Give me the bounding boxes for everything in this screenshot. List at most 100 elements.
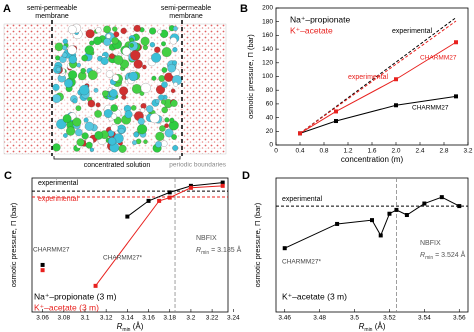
molecule-sphere	[83, 117, 89, 123]
molecule-sphere	[81, 54, 88, 62]
membrane-label: membrane	[35, 13, 69, 20]
annotation: CHARMM27*	[103, 255, 142, 262]
data-point	[220, 180, 225, 185]
y-tick-label: 140	[262, 46, 273, 53]
membrane-label: membrane	[169, 13, 203, 20]
data-point	[167, 190, 172, 195]
x-tick-label: 0.4	[295, 148, 304, 155]
molecule-sphere	[155, 99, 160, 104]
molecule-sphere	[68, 55, 78, 64]
molecule-sphere	[169, 117, 175, 123]
molecule-sphere	[129, 43, 134, 48]
molecule-sphere	[103, 109, 113, 118]
molecule-sphere	[103, 38, 111, 46]
molecule-sphere	[66, 126, 76, 136]
molecules	[52, 23, 183, 153]
x-tick-label: 2.4	[415, 148, 424, 155]
molecule-sphere	[93, 36, 102, 46]
molecule-sphere	[52, 94, 61, 103]
annotation: CHARMM27*	[282, 259, 321, 266]
molecule-sphere	[112, 26, 118, 32]
molecule-sphere	[107, 137, 117, 146]
x-tick-label: 3.12	[100, 315, 113, 322]
molecule-sphere	[161, 81, 168, 88]
molecule-sphere	[140, 82, 151, 93]
panel-a: A semi-permeable membrane semi-permeable…	[3, 3, 227, 169]
data-point	[93, 283, 98, 288]
x-tick-label: 3.46	[278, 315, 291, 322]
x-tick-label: 3.16	[142, 315, 155, 322]
molecule-sphere	[164, 128, 174, 138]
data-point	[370, 218, 374, 223]
data-point	[40, 268, 45, 273]
data-point	[394, 103, 398, 108]
plot-frame	[31, 177, 229, 313]
nbfix-label: NBFIX	[196, 235, 217, 242]
molecule-sphere	[149, 27, 157, 35]
y-tick-label: 180	[262, 18, 273, 25]
data-point	[394, 207, 399, 212]
molecule-sphere	[75, 128, 83, 137]
x-tick-label: 3.2	[463, 148, 472, 155]
molecule-sphere	[94, 110, 102, 118]
molecule-sphere	[156, 85, 166, 95]
data-point	[335, 221, 340, 226]
x-tick-label: 3.2	[186, 315, 195, 322]
series-line	[299, 41, 457, 134]
molecule-sphere	[164, 123, 169, 129]
membrane-label: semi-permeable	[161, 5, 211, 12]
boundary-label: periodic boundaries	[169, 162, 226, 169]
molecule-sphere	[62, 38, 68, 45]
molecule-sphere	[88, 70, 98, 80]
x-tick-label: 3.18	[163, 315, 176, 322]
data-point	[157, 198, 162, 203]
molecule-sphere	[172, 145, 179, 151]
molecule-sphere	[68, 25, 77, 34]
legend-label: K⁺–acetate (3 m)	[282, 291, 347, 301]
molecule-sphere	[161, 67, 168, 73]
molecule-sphere	[151, 75, 157, 81]
data-point	[298, 131, 302, 136]
molecule-sphere	[81, 132, 89, 140]
subscript: min	[122, 327, 130, 332]
molecule-sphere	[130, 105, 137, 111]
text: = 3.185 Å	[209, 245, 241, 254]
molecule-sphere	[55, 66, 61, 72]
x-tick-label: 3.48	[313, 315, 326, 322]
molecule-sphere	[62, 45, 67, 51]
molecule-sphere	[52, 143, 61, 152]
x-tick-label: 1.2	[343, 148, 352, 155]
data-point	[334, 109, 338, 114]
x-tick-label: 3.22	[206, 315, 219, 322]
molecule-sphere	[85, 141, 93, 149]
data-point	[220, 183, 225, 188]
experimental-label: experimental	[282, 196, 323, 203]
molecule-sphere	[172, 47, 178, 53]
molecule-sphere	[170, 99, 178, 107]
molecule-sphere	[171, 134, 177, 140]
molecule-sphere	[149, 113, 160, 124]
molecule-sphere	[52, 83, 60, 91]
molecule-sphere	[158, 94, 165, 101]
text: (Å)	[130, 322, 143, 331]
molecule-sphere	[137, 117, 145, 125]
molecule-sphere	[132, 140, 137, 146]
y-axis-label: osmotic pressure, Π (bar)	[246, 34, 255, 119]
nbfix-rmin: Rmin = 3.524 Å	[420, 250, 466, 261]
molecule-sphere	[63, 133, 68, 138]
x-tick-label: 3.56	[453, 315, 466, 322]
molecule-sphere	[142, 44, 148, 50]
molecule-sphere	[142, 64, 147, 70]
molecule-sphere	[133, 131, 140, 138]
panel-letter: A	[3, 3, 11, 15]
molecule-sphere	[173, 82, 178, 87]
subscript: min	[201, 250, 209, 256]
molecule-sphere	[72, 98, 78, 104]
data-point	[454, 94, 458, 99]
molecule-sphere	[155, 141, 162, 148]
bracket	[53, 156, 181, 160]
x-tick-label: 0	[274, 148, 278, 155]
molecule-sphere	[96, 68, 102, 74]
molecule-sphere	[161, 41, 166, 47]
text: = 3.524 Å	[433, 250, 465, 259]
